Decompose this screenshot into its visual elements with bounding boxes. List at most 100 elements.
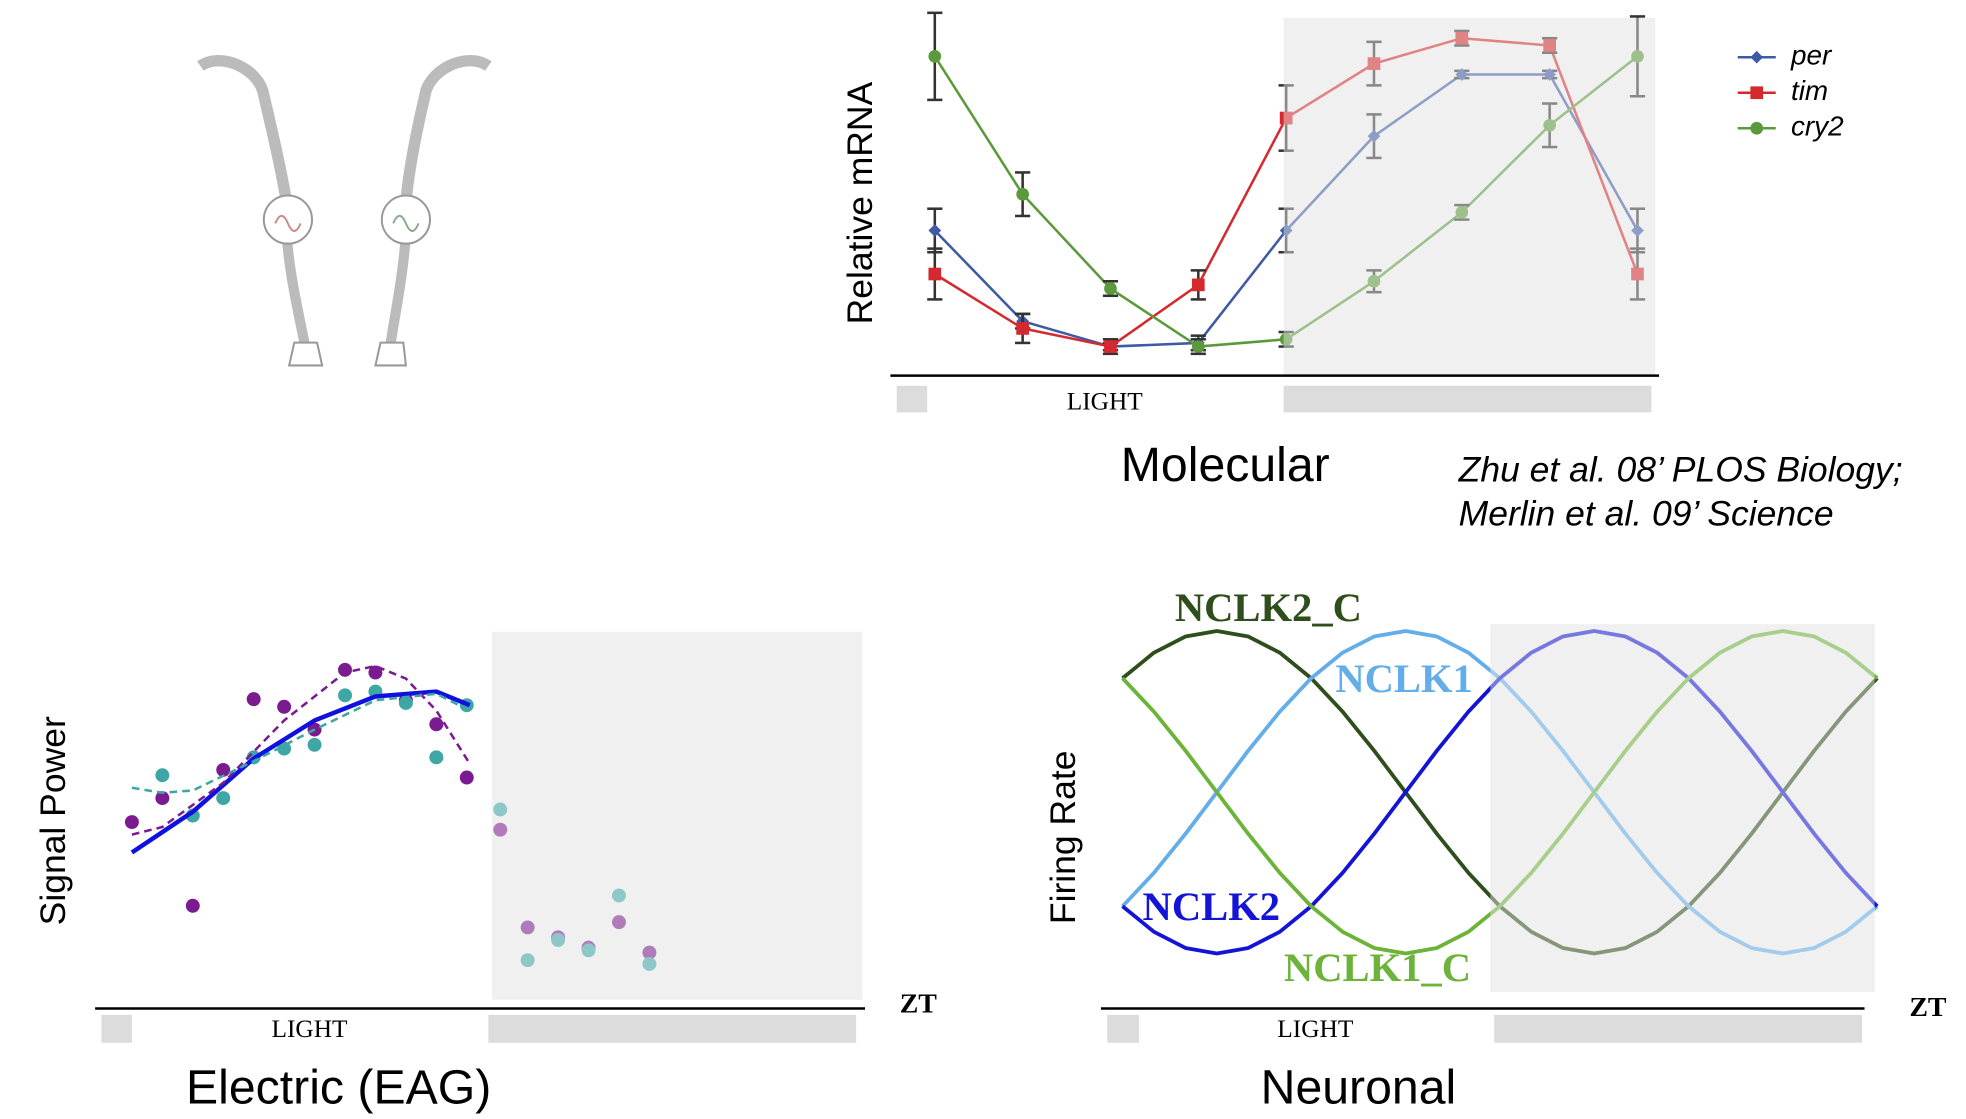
marker xyxy=(928,224,942,237)
marker xyxy=(1455,206,1469,219)
marker xyxy=(1367,57,1381,70)
zt-label: ZT xyxy=(900,988,938,1019)
marker xyxy=(1631,224,1644,237)
scatter-point xyxy=(368,665,383,680)
scatter-point xyxy=(493,822,508,837)
y-axis-label: Firing Rate xyxy=(1043,750,1083,924)
series-line xyxy=(1121,629,1879,956)
light-bar xyxy=(896,385,928,413)
legend-label: tim xyxy=(1791,75,1828,106)
antenna-base xyxy=(374,341,408,367)
marker xyxy=(1750,86,1764,100)
marker xyxy=(1279,332,1293,346)
scatter-point xyxy=(429,750,444,765)
marker xyxy=(1104,282,1117,295)
y-axis-label: Relative mRNA xyxy=(840,81,880,324)
marker xyxy=(1104,340,1117,353)
scatter-point xyxy=(493,802,508,817)
scatter-point xyxy=(185,898,200,913)
x-axis-label: LIGHT xyxy=(271,1015,348,1043)
legend-label: per xyxy=(1790,40,1833,71)
scatter-point xyxy=(155,768,170,783)
series-line xyxy=(131,664,471,836)
dark-phase-overlay xyxy=(1490,624,1875,993)
scatter-point xyxy=(429,717,444,732)
scatter-point xyxy=(338,662,352,677)
antenna-shaft xyxy=(281,234,310,344)
antenna-club xyxy=(400,55,492,204)
scatter-point xyxy=(338,688,352,703)
scatter-point xyxy=(216,791,231,806)
scatter-point xyxy=(611,915,626,930)
marker xyxy=(1016,322,1029,335)
marker xyxy=(1367,274,1381,288)
citation: Zhu et al. 08’ PLOS Biology; xyxy=(1458,449,1903,489)
series-label: NCLK2_C xyxy=(1175,585,1362,630)
marker xyxy=(1016,187,1029,201)
chart-title: Neuronal xyxy=(1261,1061,1457,1115)
antenna-wave xyxy=(392,214,420,232)
marker xyxy=(1631,50,1644,63)
scatter-point xyxy=(642,945,657,960)
series-line xyxy=(131,692,471,795)
antenna-club xyxy=(197,55,293,204)
marker xyxy=(1191,278,1205,292)
scatter-point xyxy=(277,699,292,714)
marker xyxy=(1455,31,1469,45)
chart-title: Molecular xyxy=(1121,438,1330,492)
marker xyxy=(928,267,942,281)
series-label: NCLK2 xyxy=(1143,884,1281,929)
marker xyxy=(1750,50,1764,64)
series-line xyxy=(1121,629,1879,956)
legend-label: cry2 xyxy=(1791,111,1844,142)
x-axis-label: LIGHT xyxy=(1277,1015,1354,1043)
citation: Merlin et al. 09’ Science xyxy=(1459,494,1834,534)
scatter-point xyxy=(642,957,657,971)
antenna-wave xyxy=(274,214,302,232)
antenna-shaft xyxy=(385,234,411,344)
scatter-point xyxy=(398,695,413,710)
dark-phase-overlay xyxy=(492,631,863,1000)
antenna-base xyxy=(287,341,324,367)
antenna-joint xyxy=(262,194,314,245)
scatter-point xyxy=(520,953,535,968)
series-label: NCLK1 xyxy=(1335,656,1473,701)
marker xyxy=(928,50,942,63)
marker xyxy=(1750,121,1764,135)
scatter-point xyxy=(155,791,170,806)
antenna-illustration xyxy=(197,55,492,367)
dark-phase-overlay xyxy=(1283,17,1656,376)
scatter-point xyxy=(611,888,626,903)
series-line xyxy=(130,689,471,855)
marker xyxy=(1367,129,1381,143)
scatter-point xyxy=(581,943,596,958)
scatter-point xyxy=(307,737,322,752)
scatter-point xyxy=(124,815,139,830)
dark-bar xyxy=(1283,385,1652,413)
marker xyxy=(1191,340,1205,353)
y-axis-label: Signal Power xyxy=(33,716,73,925)
marker xyxy=(1455,68,1469,81)
scatter-point xyxy=(459,770,474,785)
antenna-joint xyxy=(380,194,431,245)
scatter-point xyxy=(277,741,292,756)
x-axis-label: LIGHT xyxy=(1067,387,1144,415)
marker xyxy=(1543,39,1556,52)
scatter-point xyxy=(246,692,261,707)
scatter-point xyxy=(216,762,231,777)
marker xyxy=(1543,118,1556,132)
marker xyxy=(1279,111,1293,125)
light-bar xyxy=(101,1014,132,1043)
dark-bar xyxy=(488,1014,857,1043)
zt-label: ZT xyxy=(1909,992,1947,1023)
light-bar xyxy=(1107,1014,1140,1043)
scatter-point xyxy=(520,920,535,935)
scatter-point xyxy=(551,933,566,947)
marker xyxy=(1279,224,1293,237)
dark-bar xyxy=(1494,1014,1862,1043)
chart-title: Electric (EAG) xyxy=(186,1061,491,1115)
series-label: NCLK1_C xyxy=(1284,945,1471,990)
marker xyxy=(1631,267,1644,281)
